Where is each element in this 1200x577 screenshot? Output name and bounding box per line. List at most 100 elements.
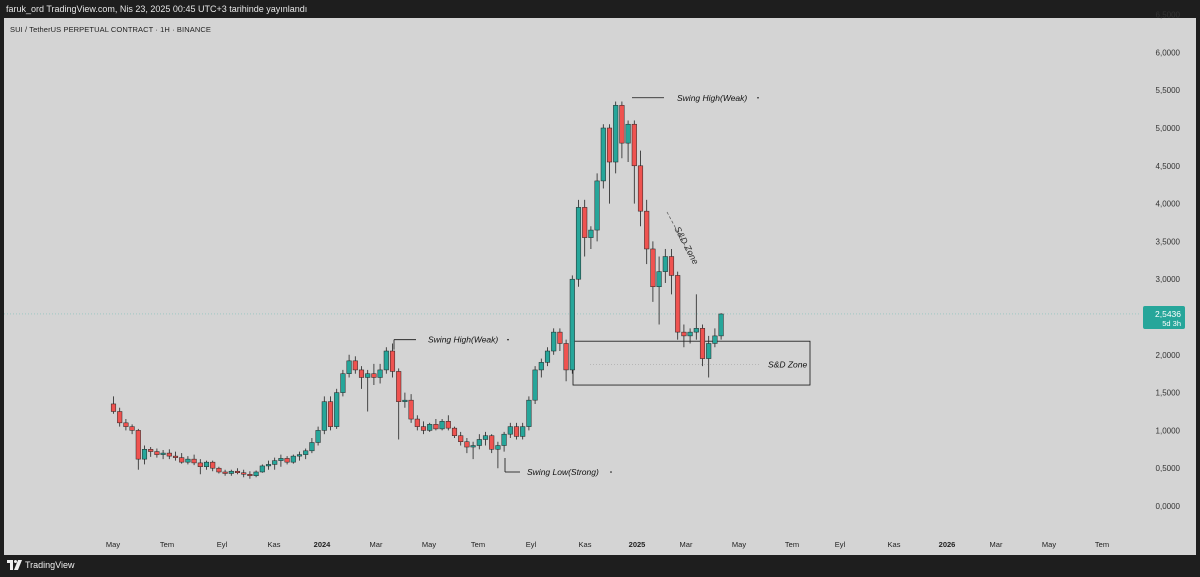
candle-down: [234, 470, 241, 473]
x-tick-label: May: [1042, 540, 1056, 549]
candle-up: [253, 471, 259, 477]
candle-up: [613, 105, 619, 163]
candle-up: [296, 454, 303, 457]
candle-up: [365, 373, 371, 378]
candle-up: [315, 430, 321, 443]
liquidity-trendline: [666, 211, 691, 256]
candle-down: [489, 435, 495, 450]
candle-up: [427, 424, 433, 431]
candle-up: [507, 426, 513, 435]
candle-up: [501, 433, 507, 446]
candle-down: [681, 331, 687, 337]
candle-down: [179, 457, 185, 463]
candle-up: [712, 335, 718, 344]
candle-up: [321, 401, 327, 431]
y-tick-label: 5,5000: [1156, 86, 1181, 95]
x-tick-label: Mar: [990, 540, 1003, 549]
publish-info-text: faruk_ord TradingView.com, Nis 23, 2025 …: [6, 4, 308, 14]
candle-up: [588, 229, 594, 238]
candle-down: [675, 275, 681, 333]
x-tick-label: 2024: [314, 540, 332, 549]
candle-up: [334, 392, 340, 427]
x-tick-label: Mar: [680, 540, 693, 549]
candle-down: [464, 441, 470, 448]
x-tick-label: Kas: [579, 540, 592, 549]
candle-down: [631, 123, 637, 167]
candle-up: [470, 445, 476, 448]
candle-up: [265, 464, 272, 467]
candle-up: [309, 442, 315, 452]
candle-up: [439, 421, 445, 430]
candle-down: [563, 343, 569, 371]
candle-up: [575, 207, 582, 280]
swing-high-label: Swing High(Weak): [428, 335, 498, 345]
x-tick-label: May: [732, 540, 746, 549]
candle-down: [166, 452, 172, 457]
tradingview-icon: [7, 560, 23, 570]
candle-down: [129, 426, 135, 431]
x-tick-label: Kas: [888, 540, 901, 549]
candle-up: [228, 470, 234, 474]
x-tick-label: Kas: [268, 540, 281, 549]
candle-down: [154, 451, 160, 455]
candle-down: [619, 105, 625, 144]
footer-bar: [0, 555, 1200, 577]
y-tick-label: 5,0000: [1156, 124, 1181, 133]
x-tick-label: Tem: [1095, 540, 1109, 549]
candle-down: [396, 371, 402, 402]
y-tick-label: 4,0000: [1156, 200, 1181, 209]
candle-down: [216, 467, 222, 473]
candle-down: [210, 461, 216, 469]
annotation-dot: [610, 471, 612, 473]
candle-up: [551, 331, 557, 352]
candle-down: [135, 430, 141, 460]
candle-down: [222, 471, 228, 474]
candle-down: [606, 127, 613, 163]
candle-down: [148, 449, 154, 452]
candle-down: [389, 350, 396, 372]
candle-down: [117, 411, 123, 424]
candle-up: [383, 350, 389, 371]
candle-up: [346, 360, 352, 374]
candle-up: [377, 369, 383, 378]
x-tick-label: May: [106, 540, 120, 549]
x-tick-label: Eyl: [217, 540, 228, 549]
candle-up: [476, 439, 482, 446]
x-tick-label: Eyl: [526, 540, 537, 549]
candle-up: [594, 180, 600, 231]
candle-down: [420, 426, 427, 431]
candle-down: [172, 455, 179, 458]
candle-up: [538, 362, 544, 371]
candle-up: [482, 435, 489, 440]
candle-down: [247, 473, 253, 477]
liquidity-label: S&D Zone: [672, 225, 700, 266]
candle-up: [526, 399, 532, 427]
y-tick-label: 6,0000: [1156, 48, 1181, 57]
candle-up: [495, 445, 501, 450]
y-tick-label: 2,0000: [1156, 351, 1181, 360]
y-tick-label: 3,0000: [1156, 275, 1181, 284]
x-tick-label: Tem: [785, 540, 799, 549]
candle-up: [272, 460, 278, 465]
tradingview-logo[interactable]: TradingView: [7, 560, 75, 570]
candle-up: [600, 127, 606, 182]
symbol-title: SUI / TetherUS PERPETUAL CONTRACT · 1H ·…: [10, 25, 211, 34]
candle-up: [569, 278, 575, 371]
candle-down: [582, 207, 588, 238]
candle-up: [203, 461, 210, 467]
candle-down: [358, 369, 365, 378]
annotation-dot: [757, 96, 759, 99]
candle-up: [278, 458, 284, 461]
candle-down: [650, 248, 656, 288]
candle-up: [520, 426, 526, 437]
candle-down: [197, 462, 203, 467]
y-tick-label: 1,0000: [1156, 426, 1181, 435]
candle-down: [414, 418, 420, 427]
y-tick-label: 6,5000: [1156, 11, 1181, 20]
candle-down: [445, 421, 451, 429]
candle-up: [303, 450, 309, 455]
candle-up: [141, 449, 148, 460]
candle-down: [123, 422, 129, 427]
y-tick-label: 3,5000: [1156, 237, 1181, 246]
